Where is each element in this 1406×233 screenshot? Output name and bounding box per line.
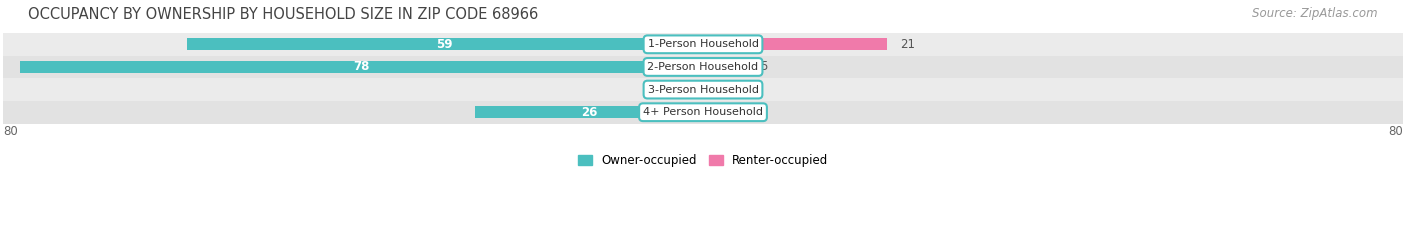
Bar [703,84,738,96]
Bar [3,78,1403,101]
Text: OCCUPANCY BY OWNERSHIP BY HOUSEHOLD SIZE IN ZIP CODE 68966: OCCUPANCY BY OWNERSHIP BY HOUSEHOLD SIZE… [28,7,538,22]
Text: 26: 26 [581,106,598,119]
Bar [3,33,1403,56]
Bar [676,84,703,96]
Text: 4: 4 [751,83,759,96]
Text: Source: ZipAtlas.com: Source: ZipAtlas.com [1253,7,1378,20]
Text: 5: 5 [759,60,768,73]
Bar [3,101,1403,123]
Bar [20,61,703,73]
Text: 21: 21 [900,38,915,51]
Bar [3,56,1403,78]
Bar [703,106,730,118]
Text: 4+ Person Household: 4+ Person Household [643,107,763,117]
Text: 78: 78 [353,60,370,73]
Text: 3: 3 [742,106,749,119]
Bar [703,61,747,73]
Bar [187,38,703,50]
Text: 80: 80 [3,125,17,138]
Text: 3-Person Household: 3-Person Household [648,85,758,95]
Text: 59: 59 [436,38,453,51]
Text: 1-Person Household: 1-Person Household [648,39,758,49]
Bar [475,106,703,118]
Bar [703,38,887,50]
Legend: Owner-occupied, Renter-occupied: Owner-occupied, Renter-occupied [572,150,834,172]
Text: 80: 80 [1389,125,1403,138]
Text: 2-Person Household: 2-Person Household [647,62,759,72]
Text: 3: 3 [686,83,695,96]
